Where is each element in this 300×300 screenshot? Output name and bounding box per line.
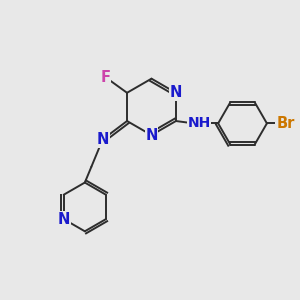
Text: N: N [58, 212, 70, 226]
Text: NH: NH [188, 116, 211, 130]
Text: N: N [97, 132, 109, 147]
Text: N: N [170, 85, 182, 100]
Text: F: F [100, 70, 111, 85]
Text: Br: Br [276, 116, 295, 131]
Text: N: N [145, 128, 158, 142]
